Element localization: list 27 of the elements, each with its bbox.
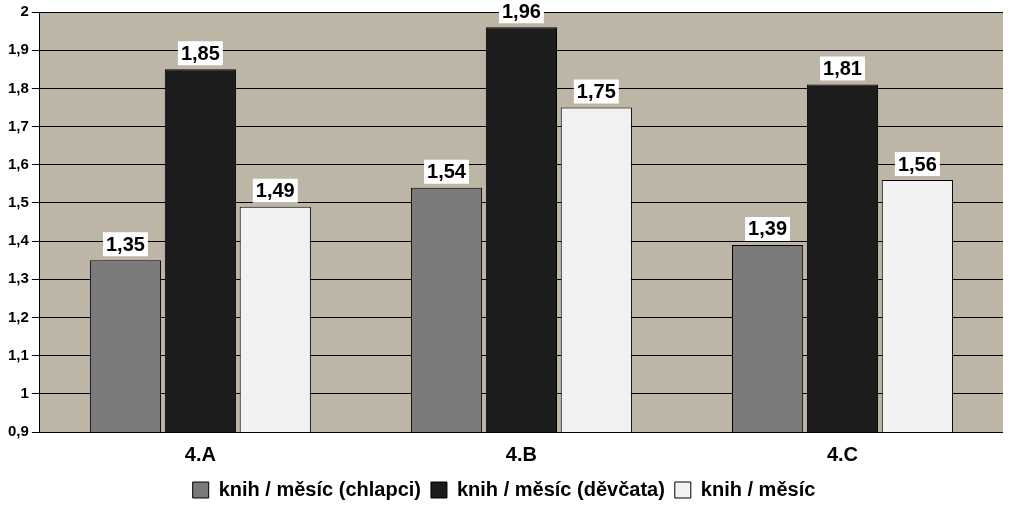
data-label: 1,56 [897, 152, 937, 175]
x-tick-label: 4.C [826, 442, 859, 465]
legend-label: knih / měsíc [700, 477, 816, 500]
legend-label: knih / měsíc (děvčata) [456, 477, 665, 500]
y-tick-label: 1,3 [7, 269, 29, 287]
data-label: 1,75 [576, 79, 616, 102]
data-label: 1,85 [180, 41, 220, 64]
y-tick-label: 1,4 [7, 231, 30, 249]
y-tick-label: 1,7 [7, 116, 29, 134]
data-label: 1,54 [427, 160, 467, 183]
x-tick-label: 4.B [505, 442, 537, 465]
data-label: 1,35 [106, 232, 145, 255]
x-tick-label: 4.A [184, 442, 216, 465]
y-tick-label: 0,9 [7, 422, 29, 440]
y-tick-label: 1,9 [7, 40, 29, 58]
y-tick-label: 1,6 [7, 154, 29, 172]
data-label: 1,81 [823, 57, 862, 80]
y-tick-label: 1,1 [7, 345, 29, 363]
y-tick-label: 2 [20, 2, 29, 20]
data-label: 1,49 [255, 179, 295, 202]
legend-label: knih / měsíc (chlapci) [218, 477, 421, 500]
y-tick-label: 1,8 [7, 78, 29, 96]
y-tick-label: 1,2 [7, 307, 29, 325]
y-tick-label: 1 [20, 383, 29, 401]
data-label: 1,39 [748, 217, 788, 240]
y-tick-label: 1,5 [7, 193, 29, 211]
data-label: 1,96 [501, 0, 541, 22]
